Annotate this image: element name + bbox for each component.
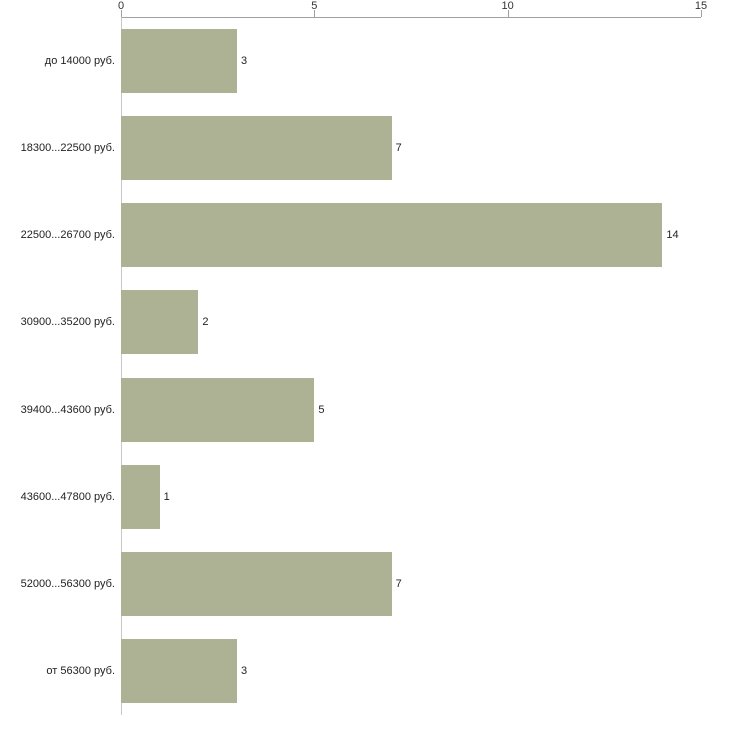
bar-row[interactable]: 3 [0, 28, 730, 93]
x-axis-line [121, 17, 701, 18]
bar[interactable] [121, 203, 663, 268]
x-tick-mark [507, 10, 509, 17]
category-label: 43600...47800 руб. [20, 490, 115, 503]
category-label: 22500...26700 руб. [20, 229, 115, 242]
bar-value-label: 3 [241, 665, 248, 678]
bar-row[interactable]: 14 [0, 203, 730, 268]
bar[interactable] [121, 115, 392, 180]
x-tick-label: 10 [501, 0, 514, 12]
x-tick-label: 15 [694, 0, 708, 12]
bar-value-label: 7 [395, 141, 402, 154]
y-axis-line [121, 17, 122, 715]
bar[interactable] [121, 290, 199, 355]
bar-row[interactable]: 7 [0, 115, 730, 180]
bar[interactable] [121, 377, 315, 442]
bar-value-label: 2 [202, 316, 209, 329]
bar[interactable] [121, 464, 160, 529]
category-label: до 14000 руб. [44, 54, 115, 67]
category-label: 30900...35200 руб. [20, 316, 115, 329]
bar-value-label: 3 [241, 54, 248, 67]
bar-row[interactable]: 5 [0, 377, 730, 442]
category-label: 39400...43600 руб. [20, 403, 115, 416]
bar-row[interactable]: 2 [0, 290, 730, 355]
category-label: от 56300 руб. [46, 665, 115, 678]
x-tick-mark [701, 10, 702, 17]
bar-row[interactable]: 3 [0, 639, 730, 704]
bar-row[interactable]: 7 [0, 552, 730, 617]
bar[interactable] [121, 28, 237, 93]
bar-value-label: 14 [666, 229, 679, 242]
category-label: 52000...56300 руб. [20, 578, 115, 591]
bar[interactable] [121, 552, 392, 617]
bar-value-label: 5 [318, 403, 325, 416]
bar-value-label: 7 [395, 578, 402, 591]
x-tick-mark [121, 10, 122, 17]
x-tick-label: 0 [117, 0, 125, 12]
x-tick-label: 5 [311, 0, 318, 12]
bar-row[interactable]: 1 [0, 464, 730, 529]
bar[interactable] [121, 639, 237, 704]
bar-value-label: 1 [163, 490, 170, 503]
x-tick-mark [314, 10, 316, 17]
category-label: 18300...22500 руб. [20, 141, 115, 154]
